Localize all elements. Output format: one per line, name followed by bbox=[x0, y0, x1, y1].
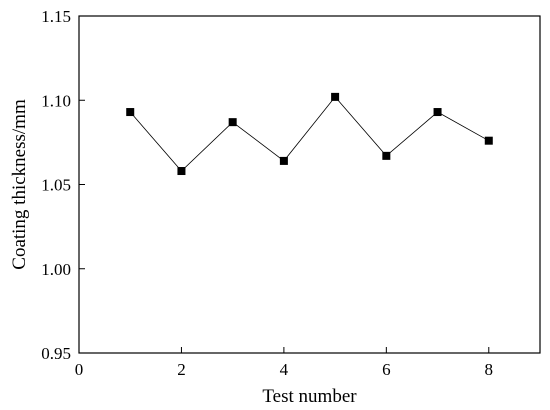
y-tick-label: 1.15 bbox=[41, 7, 71, 26]
x-tick-label: 4 bbox=[280, 360, 289, 379]
series-layer bbox=[126, 92, 493, 176]
series-line bbox=[129, 96, 489, 172]
y-tick-label: 1.10 bbox=[41, 91, 71, 110]
data-point bbox=[279, 156, 288, 165]
x-tick-label: 6 bbox=[382, 360, 391, 379]
y-tick-label: 1.00 bbox=[41, 260, 71, 279]
y-axis-title: Coating thickness/mm bbox=[9, 99, 30, 270]
x-axis-title: Test number bbox=[262, 386, 357, 407]
data-point bbox=[177, 167, 186, 176]
data-point bbox=[228, 118, 237, 127]
data-point bbox=[433, 108, 442, 117]
x-tick-label: 0 bbox=[75, 360, 84, 379]
data-point bbox=[382, 151, 391, 160]
y-axis-ticks: 0.95 1.00 1.05 1.10 1.15 bbox=[41, 7, 85, 363]
data-point bbox=[126, 108, 135, 117]
data-point bbox=[331, 92, 340, 101]
y-tick-label: 1.05 bbox=[41, 176, 71, 195]
x-axis-ticks: 0 2 4 6 8 bbox=[75, 347, 493, 379]
x-tick-label: 2 bbox=[177, 360, 186, 379]
data-point bbox=[484, 136, 493, 145]
y-tick-label: 0.95 bbox=[41, 344, 71, 363]
plot-area bbox=[78, 15, 541, 354]
x-tick-label: 8 bbox=[485, 360, 494, 379]
